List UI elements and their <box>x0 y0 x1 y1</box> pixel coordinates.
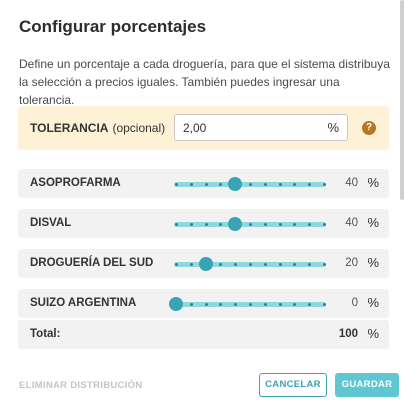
slider-step-dot <box>249 263 252 266</box>
slider-step-dot <box>278 183 282 186</box>
distributor-percentage: 40 <box>345 177 358 189</box>
slider-step-dot <box>189 183 193 186</box>
distributor-name: DISVAL <box>30 217 72 229</box>
save-button[interactable]: GUARDAR <box>335 373 399 397</box>
distributor-row: DROGUERÍA DEL SUD 20% <box>18 249 389 278</box>
slider-thumb[interactable] <box>169 297 183 311</box>
percent-icon: % <box>367 255 379 270</box>
slider-step-dot <box>249 303 252 306</box>
slider-thumb[interactable] <box>198 257 213 271</box>
percentage-slider[interactable] <box>174 177 326 191</box>
slider-step-dot <box>175 263 178 266</box>
dialog-footer: ELIMINAR DISTRIBUCIÓN CANCELAR GUARDAR <box>0 366 405 405</box>
slider-step-dot <box>278 223 282 226</box>
percent-icon: % <box>367 215 379 230</box>
percentage-slider[interactable] <box>169 297 326 311</box>
total-label: Total: <box>30 328 61 340</box>
slider-step-dot <box>293 223 297 226</box>
total-value: 100 <box>338 328 358 340</box>
slider-step-dot <box>219 263 223 266</box>
slider-step-dot <box>175 223 178 226</box>
slider-step-dot <box>308 183 312 186</box>
slider-step-dot <box>249 223 252 226</box>
slider-step-dot <box>293 303 297 306</box>
slider-step-dot <box>189 223 193 226</box>
tolerance-input[interactable]: 2,00 % <box>174 114 348 141</box>
tolerance-input-value[interactable]: 2,00 <box>183 121 207 135</box>
scrollbar[interactable] <box>400 0 404 200</box>
distributor-name: SUIZO ARGENTINA <box>30 297 137 309</box>
cancel-button[interactable]: CANCELAR <box>259 373 327 397</box>
slider-step-dot <box>249 183 252 186</box>
slider-step-dot <box>278 303 282 306</box>
slider-step-dot <box>204 223 208 226</box>
distributor-name: ASOPROFARMA <box>30 177 121 189</box>
percentage-slider[interactable] <box>174 257 326 271</box>
slider-thumb[interactable] <box>228 177 243 191</box>
percent-icon: % <box>367 326 379 341</box>
distributor-row: DISVAL 40% <box>18 209 389 238</box>
slider-step-dot <box>323 183 326 186</box>
dialog-title: Configurar porcentajes <box>19 17 207 36</box>
total-row: Total: 100 % <box>18 320 389 349</box>
slider-step-dot <box>308 303 312 306</box>
dialog-description: Define un porcentaje a cada droguería, p… <box>19 57 390 107</box>
slider-step-dot <box>189 263 193 266</box>
slider-step-dot <box>323 263 326 266</box>
slider-step-dot <box>189 303 193 306</box>
slider-step-dot <box>219 223 223 226</box>
slider-step-dot <box>263 263 267 266</box>
help-icon[interactable]: ? <box>362 121 376 135</box>
slider-step-dot <box>204 183 208 186</box>
slider-step-dot <box>293 263 297 266</box>
tolerance-label-text: TOLERANCIA <box>30 121 109 135</box>
slider-step-dot <box>219 183 223 186</box>
distributor-row: ASOPROFARMA 40% <box>18 169 389 198</box>
slider-step-dot <box>323 223 326 226</box>
slider-step-dot <box>234 303 238 306</box>
slider-step-dot <box>204 303 208 306</box>
tolerance-optional-text: (opcional) <box>112 121 166 135</box>
slider-step-dot <box>234 263 238 266</box>
slider-step-dot <box>278 263 282 266</box>
slider-step-dot <box>293 183 297 186</box>
slider-thumb[interactable] <box>228 217 243 231</box>
percent-icon: % <box>367 295 379 310</box>
slider-step-dot <box>308 223 312 226</box>
remove-distribution-button[interactable]: ELIMINAR DISTRIBUCIÓN <box>19 380 143 391</box>
distributor-percentage: 20 <box>345 257 358 269</box>
slider-step-dot <box>308 263 312 266</box>
slider-step-dot <box>263 223 267 226</box>
tolerance-section: TOLERANCIA (opcional) 2,00 % ? <box>18 106 389 150</box>
distributor-percentage: 0 <box>351 297 358 309</box>
distributor-percentage: 40 <box>345 217 358 229</box>
slider-step-dot <box>263 303 267 306</box>
tolerance-label: TOLERANCIA (opcional) <box>30 121 165 135</box>
distributor-row: SUIZO ARGENTINA 0% <box>18 289 389 318</box>
percent-icon: % <box>327 120 339 135</box>
slider-step-dot <box>175 183 178 186</box>
slider-step-dot <box>323 303 326 306</box>
slider-step-dot <box>263 183 267 186</box>
percentage-slider[interactable] <box>174 217 326 231</box>
percent-icon: % <box>367 175 379 190</box>
slider-step-dot <box>219 303 223 306</box>
distributor-name: DROGUERÍA DEL SUD <box>30 257 154 269</box>
